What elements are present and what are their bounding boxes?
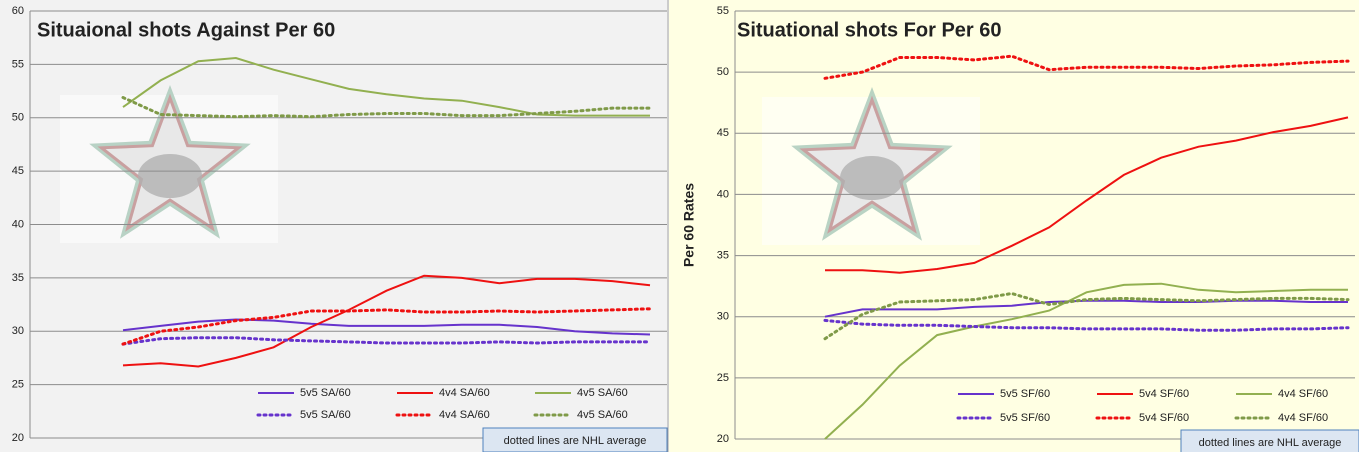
y-tick-label: 45 bbox=[12, 165, 24, 177]
series-line bbox=[823, 291, 1350, 341]
legend-label: 5v5 SA/60 bbox=[300, 387, 351, 399]
y-tick-label: 40 bbox=[717, 188, 729, 200]
legend-label: 5v4 SF/60 bbox=[1139, 412, 1189, 424]
series-line bbox=[122, 56, 650, 117]
series-line bbox=[122, 274, 651, 368]
note: dotted lines are NHL average bbox=[504, 435, 647, 447]
legend-label: 4v4 SA/60 bbox=[439, 387, 490, 399]
series-line bbox=[121, 336, 652, 346]
series-line bbox=[824, 282, 1348, 440]
y-tick-label: 25 bbox=[12, 379, 24, 391]
logo-d bbox=[138, 154, 202, 198]
y-tick-label: 35 bbox=[717, 249, 729, 261]
y-axis-label: Per 60 Rates bbox=[681, 183, 697, 267]
chart-title: Situaional shots Against Per 60 bbox=[37, 19, 335, 41]
series-line bbox=[121, 96, 652, 119]
series-line bbox=[825, 116, 1349, 274]
y-tick-label: 40 bbox=[12, 218, 24, 230]
legend-label: 4v4 SF/60 bbox=[1278, 388, 1328, 400]
legend-label: 5v5 SF/60 bbox=[1000, 388, 1050, 400]
legend-label: 4v5 SA/60 bbox=[577, 387, 628, 399]
legend-label: 5v5 SA/60 bbox=[300, 409, 351, 421]
y-tick-label: 20 bbox=[717, 433, 729, 445]
series-line bbox=[823, 318, 1350, 332]
y-tick-label: 50 bbox=[717, 66, 729, 78]
legend-label: 4v4 SA/60 bbox=[439, 409, 490, 421]
y-tick-label: 20 bbox=[12, 432, 24, 444]
legend-label: 5v4 SF/60 bbox=[1139, 388, 1189, 400]
series-line bbox=[121, 307, 652, 346]
y-tick-label: 35 bbox=[12, 272, 24, 284]
y-tick-label: 30 bbox=[12, 325, 24, 337]
y-tick-label: 55 bbox=[12, 58, 24, 70]
y-tick-label: 50 bbox=[12, 112, 24, 124]
y-tick-label: 45 bbox=[717, 127, 729, 139]
series-line bbox=[122, 318, 651, 336]
note-box bbox=[1180, 429, 1359, 455]
y-tick-label: 30 bbox=[717, 311, 729, 323]
note: dotted lines are NHL average bbox=[1199, 437, 1342, 449]
chart-title: Situational shots For Per 60 bbox=[737, 19, 1002, 41]
legend-label: 4v5 SA/60 bbox=[577, 409, 628, 421]
legend-label: 4v4 SF/60 bbox=[1278, 412, 1328, 424]
y-tick-label: 25 bbox=[717, 372, 729, 384]
series-line bbox=[824, 299, 1348, 318]
y-tick-label: 60 bbox=[12, 5, 24, 17]
note-box bbox=[482, 427, 668, 453]
legend-label: 5v5 SF/60 bbox=[1000, 412, 1050, 424]
series-line bbox=[823, 54, 1350, 80]
logo-d bbox=[840, 156, 904, 200]
y-tick-label: 55 bbox=[717, 5, 729, 17]
